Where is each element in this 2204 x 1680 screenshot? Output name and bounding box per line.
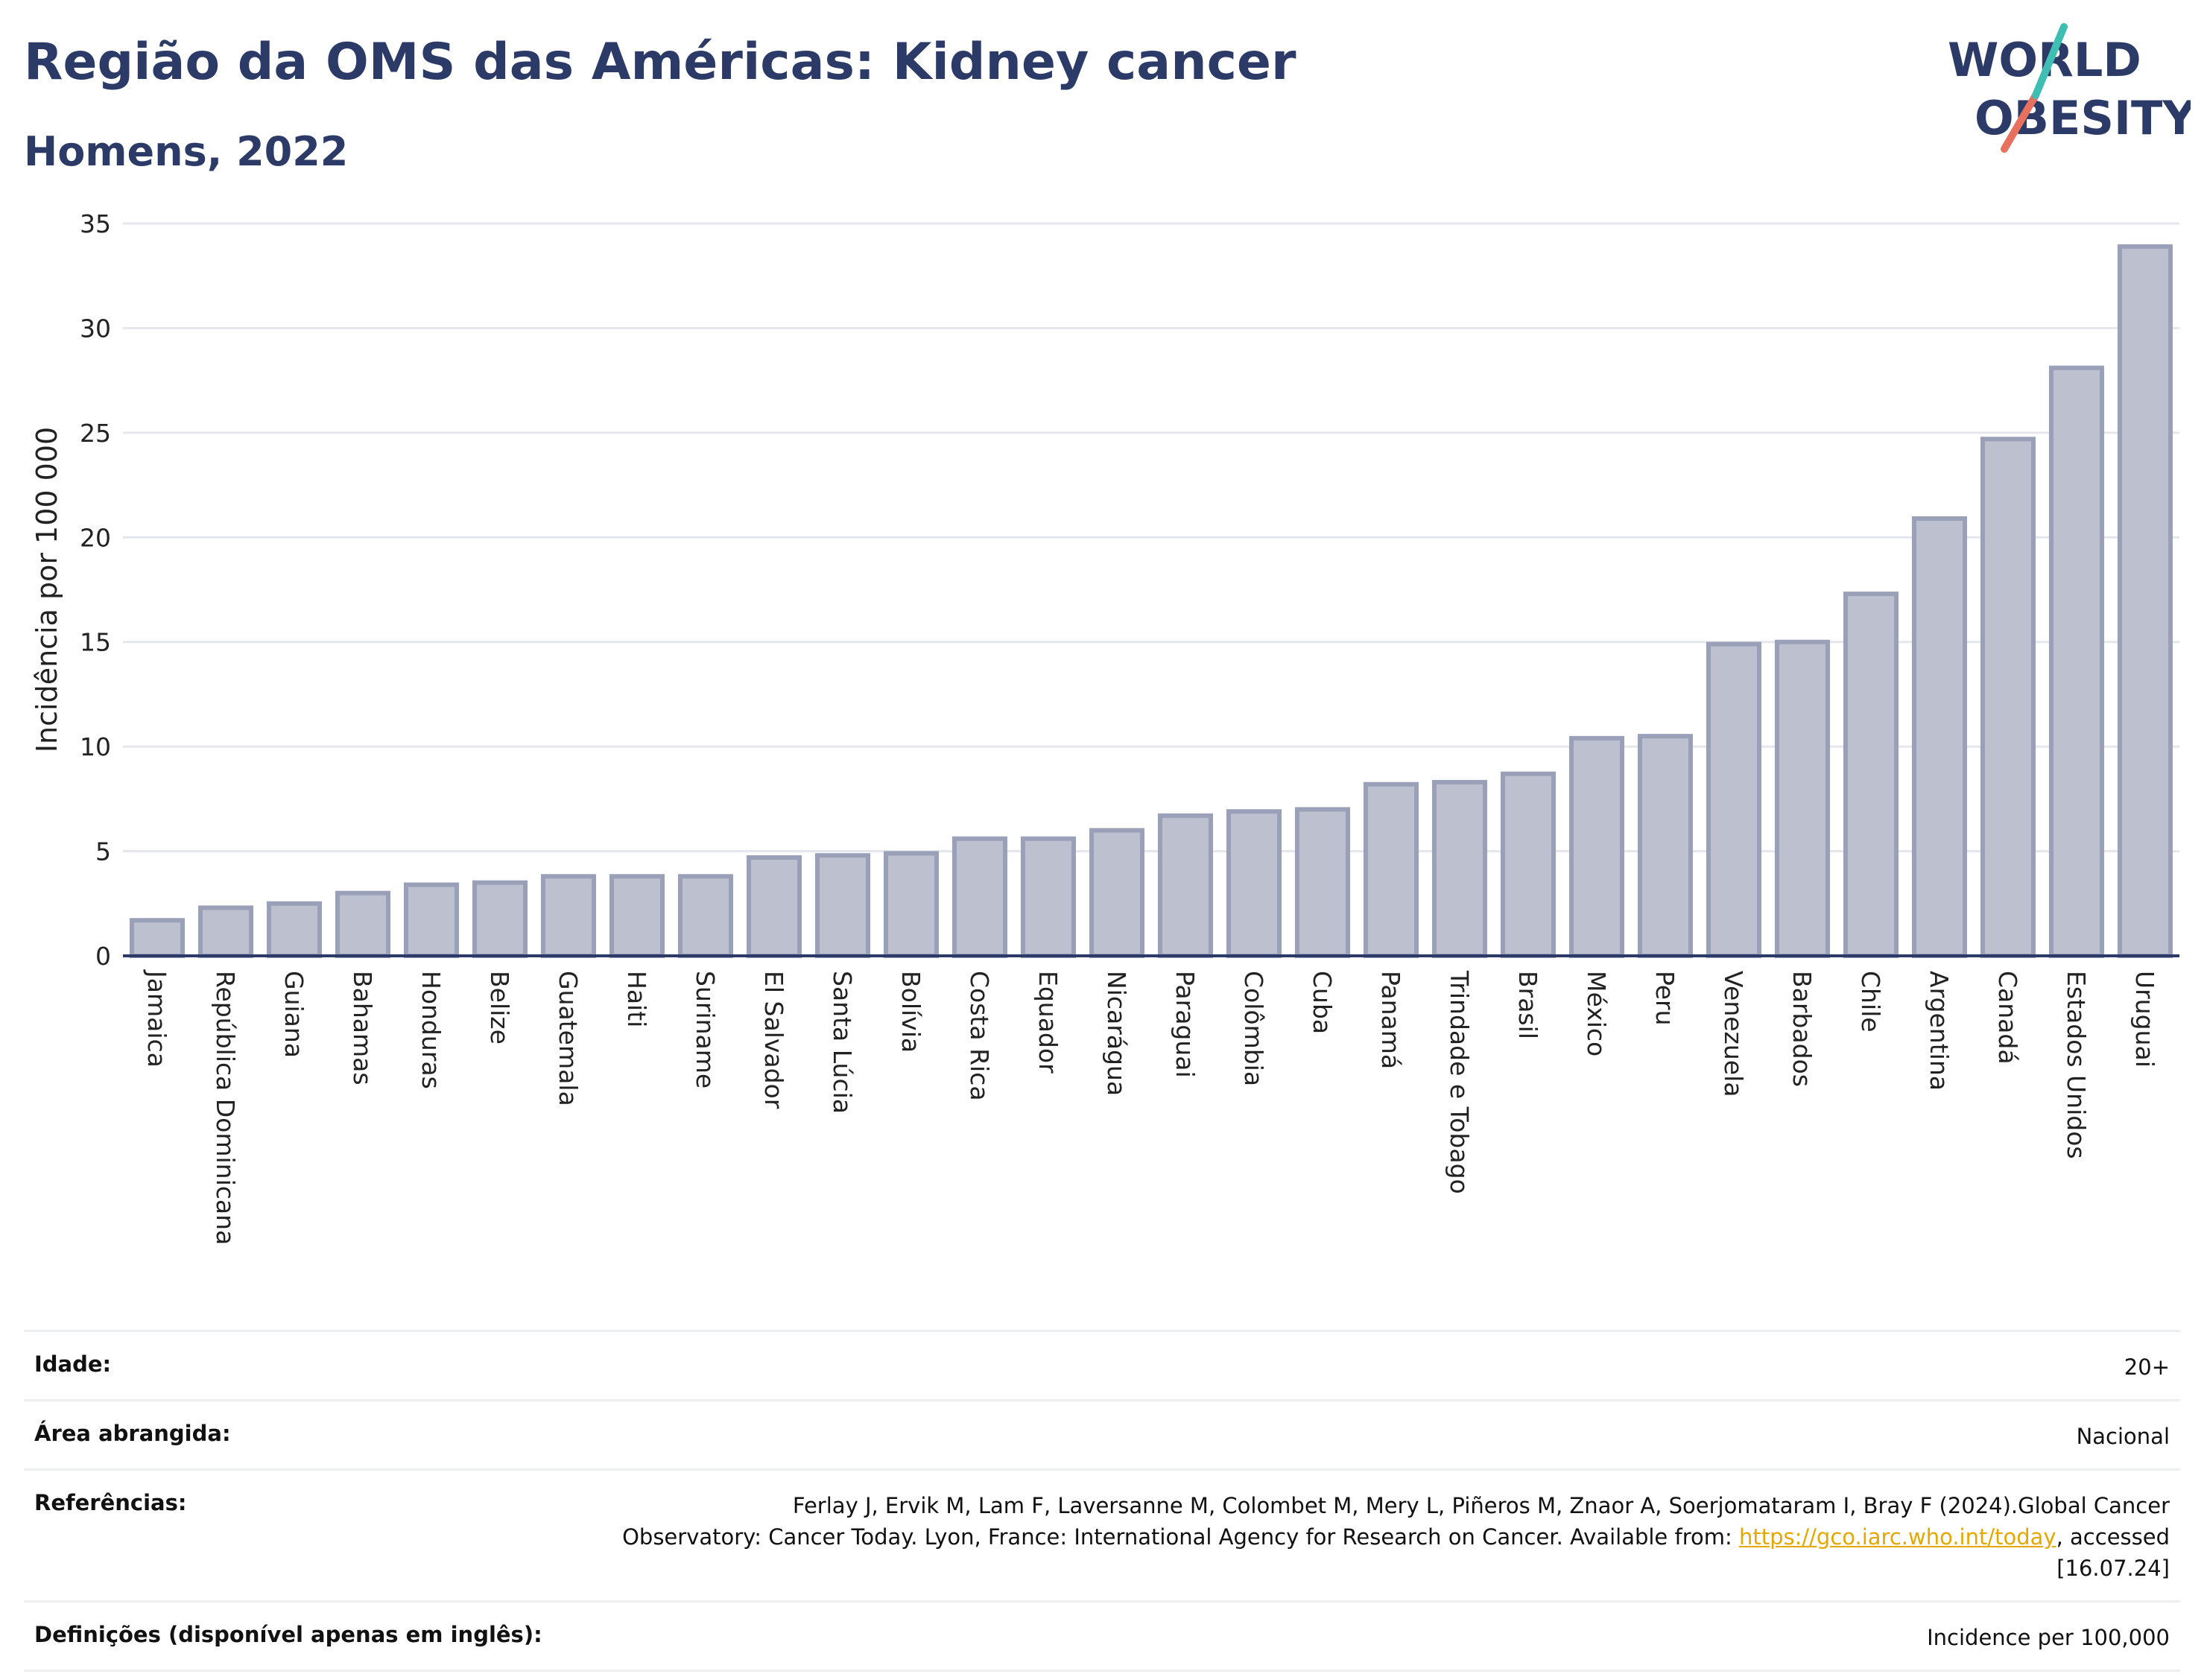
bar	[1089, 828, 1145, 958]
bar	[1020, 836, 1077, 958]
reference-text-2: Observatory: Cancer Today. Lyon, France:…	[622, 1524, 1732, 1550]
x-tick-label: Haiti	[622, 971, 651, 1027]
bar	[197, 905, 254, 958]
x-tick-label: Chile	[1856, 971, 1885, 1033]
bar	[1294, 807, 1351, 959]
bar	[472, 880, 528, 958]
x-tick-label: Cuba	[1308, 971, 1337, 1034]
bar	[129, 918, 186, 958]
bar	[1226, 809, 1282, 959]
bar	[1774, 639, 1831, 958]
x-tick-label: Colômbia	[1239, 971, 1268, 1086]
bar	[1363, 782, 1419, 958]
info-value-area: Nacional	[2076, 1424, 2170, 1449]
info-row-area: Área abrangida: Nacional	[24, 1399, 2180, 1468]
x-tick-label: Brasil	[1513, 971, 1542, 1039]
y-axis-label: Incidência por 100 000	[31, 427, 63, 752]
bar-chart: 0 5 10 15 20 25 30 35 Incidência por 100 000 Jama…	[31, 209, 2179, 1245]
bar	[951, 836, 1008, 958]
x-tick-label: Peru	[1650, 971, 1679, 1026]
x-tick-label: Bahamas	[348, 971, 377, 1085]
info-row-age: Idade: 20+	[24, 1330, 2180, 1399]
x-tick-label: Uruguai	[2130, 971, 2159, 1068]
bar	[1431, 779, 1488, 958]
bar	[1568, 735, 1625, 958]
bar	[2117, 244, 2173, 958]
bar	[814, 853, 871, 959]
x-tick-label: Santa Lúcia	[828, 971, 857, 1114]
info-row-definitions: Definições (disponível apenas em inglês)…	[24, 1600, 2180, 1672]
reference-text-3: , accessed [16.07.24]	[2056, 1524, 2170, 1581]
x-tick-label: Guiana	[279, 971, 308, 1058]
bar	[266, 901, 323, 959]
y-tick-label: 30	[80, 314, 111, 343]
x-tick-label: Trindade e Tobago	[1445, 970, 1474, 1194]
bar	[1980, 437, 2036, 958]
x-tick-label: Venezuela	[1719, 971, 1748, 1097]
info-value-definitions: Incidence per 100,000	[1927, 1625, 2170, 1650]
info-key-age: Idade:	[34, 1351, 112, 1377]
x-tick-label: Panamá	[1376, 971, 1405, 1069]
info-key-references: Referências:	[34, 1490, 187, 1515]
x-tick-label: Equador	[1033, 971, 1063, 1074]
info-key-definitions: Definições (disponível apenas em inglês)…	[34, 1622, 542, 1647]
bar	[403, 882, 460, 958]
y-tick-label: 10	[80, 732, 111, 761]
bar	[677, 874, 734, 959]
bar	[1637, 734, 1694, 958]
x-tick-label: El Salvador	[759, 971, 788, 1109]
x-tick-label: Paraguai	[1171, 971, 1200, 1078]
x-tick-label: Argentina	[1925, 971, 1954, 1091]
bar	[335, 890, 391, 958]
x-tick-label: Barbados	[1787, 971, 1817, 1087]
x-tick-label: República Dominicana	[211, 971, 240, 1245]
info-key-area: Área abrangida:	[34, 1421, 231, 1446]
y-tick-label: 15	[80, 628, 111, 657]
bar	[540, 874, 597, 959]
y-tick-label: 5	[95, 837, 111, 866]
logo-slash-red	[2001, 92, 2039, 153]
y-tick-label: 0	[95, 942, 111, 971]
bar	[2048, 365, 2105, 958]
world-obesity-logo: WORLD OBESITY	[1948, 23, 2191, 153]
y-tick-label: 20	[80, 523, 111, 552]
logo-slash-teal	[2032, 23, 2068, 99]
info-row-references: Referências: Ferlay J, Ervik M, Lam F, L…	[24, 1468, 2180, 1600]
bar	[1706, 641, 1762, 958]
reference-text-1: Ferlay J, Ervik M, Lam F, Laversanne M, …	[792, 1493, 2170, 1518]
page-title: Região da OMS das Américas: Kidney cance…	[24, 33, 1296, 92]
x-tick-label: Costa Rica	[965, 971, 994, 1101]
bar	[1911, 516, 1968, 958]
y-tick-label: 35	[80, 209, 111, 238]
bar	[746, 855, 802, 959]
info-value-references: Ferlay J, Ervik M, Lam F, Laversanne M, …	[568, 1490, 2170, 1584]
bar	[1500, 771, 1557, 959]
x-tick-label: Estados Unidos	[2062, 971, 2091, 1159]
x-tick-label: Jamaica	[142, 969, 171, 1068]
bar	[609, 874, 665, 959]
x-tick-label: Bolívia	[896, 971, 925, 1053]
x-tick-label: Nicarágua	[1102, 971, 1131, 1096]
info-table: Idade: 20+ Área abrangida: Nacional Refe…	[24, 1330, 2180, 1672]
bar	[1157, 813, 1214, 958]
x-tick-label: México	[1582, 971, 1611, 1056]
info-value-age: 20+	[2124, 1354, 2170, 1380]
bar	[1843, 592, 1899, 958]
x-tick-label: Guatemala	[554, 971, 583, 1106]
reference-link[interactable]: https://gco.iarc.who.int/today	[1738, 1524, 2056, 1550]
x-tick-label: Honduras	[417, 971, 446, 1089]
y-tick-label: 25	[80, 419, 111, 448]
page-subtitle: Homens, 2022	[24, 128, 349, 175]
x-tick-label: Suriname	[691, 971, 720, 1088]
x-tick-label: Belize	[485, 971, 514, 1045]
bar	[883, 851, 940, 958]
x-tick-label: Canadá	[1993, 971, 2022, 1065]
